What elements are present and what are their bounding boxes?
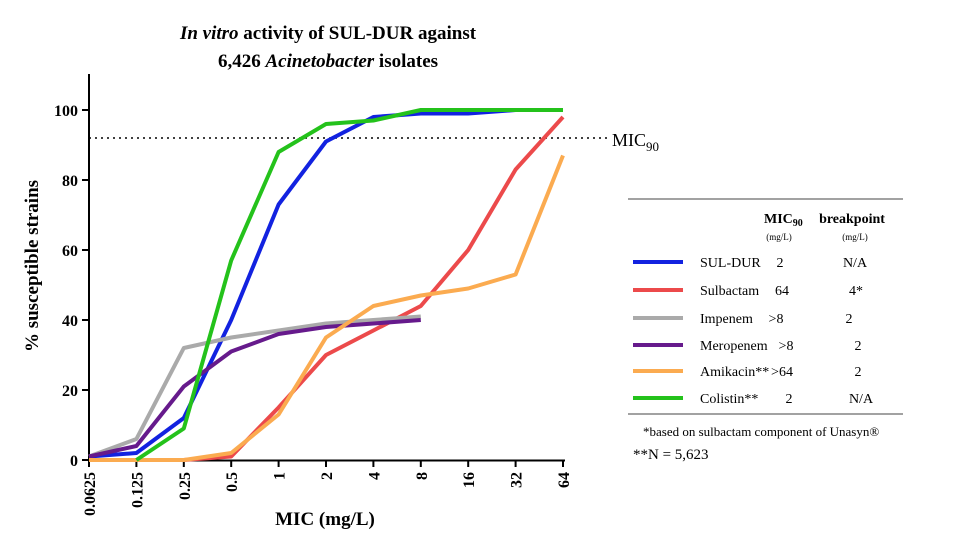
x-tick-label: 0.5: [224, 472, 241, 492]
legend-breakpoint-value: 2: [846, 312, 853, 327]
x-ticks: 0.0625 0.125 0.25 0.5 1 2 4 8 16 32 64: [82, 460, 573, 516]
legend-breakpoint-value: 2: [855, 365, 862, 380]
legend-mic90-value: >8: [779, 339, 794, 354]
y-tick-label: 0: [70, 453, 78, 470]
legend-mic90-value: >8: [769, 312, 784, 327]
footnote-n: **N = 5,623: [633, 447, 709, 463]
series-line-sul-dur: [88, 108, 563, 459]
legend-series-name: Meropenem: [700, 339, 768, 354]
y-axis-title: % susceptible strains: [22, 180, 43, 352]
legend-series-name: Amikacin**: [700, 365, 769, 380]
y-tick-label: 40: [62, 313, 78, 330]
x-tick-label: 16: [461, 472, 478, 488]
x-tick-label: 2: [319, 472, 336, 480]
legend-breakpoint-value: 2: [855, 339, 862, 354]
series-line-colistin: [135, 108, 563, 462]
x-tick-label: 32: [509, 472, 526, 488]
mic90-label: MIC90: [612, 130, 659, 154]
chart-title-line2: 6,426 Acinetobacter isolates: [218, 51, 438, 72]
x-tick-label: 0.25: [177, 472, 194, 500]
legend-mic90-value: 2: [786, 392, 793, 407]
legend-breakpoint-value: N/A: [849, 392, 874, 407]
x-tick-label: 8: [414, 472, 431, 480]
legend-series-name: Impenem: [700, 312, 753, 327]
legend-header-breakpoint: breakpoint: [819, 212, 885, 227]
legend-mic90-value: 64: [775, 284, 789, 299]
x-tick-label: 64: [556, 472, 573, 488]
series-line-sulbactam: [89, 115, 565, 462]
x-tick-label: 4: [366, 472, 383, 480]
legend-mic90-value: 2: [777, 256, 784, 271]
footnote-unasyn: *based on sulbactam component of Unasyn®: [643, 424, 879, 439]
y-ticks: 0 20 40 60 80 100: [54, 103, 89, 470]
series-line-meropenem: [88, 318, 421, 459]
legend-series-name: Sulbactam: [700, 284, 759, 299]
series-lines: [88, 108, 565, 462]
y-tick-label: 20: [62, 383, 78, 400]
y-tick-label: 60: [62, 243, 78, 260]
legend-table: MIC90 breakpoint (mg/L) (mg/L) SUL-DUR 2 N…: [628, 198, 903, 463]
y-tick-label: 80: [62, 173, 78, 190]
legend-header-mic90: MIC90: [764, 212, 803, 229]
legend-breakpoint-value: N/A: [843, 256, 868, 271]
legend-series-name: SUL-DUR: [700, 256, 761, 271]
legend-breakpoint-value: 4*: [849, 284, 863, 299]
legend-mic90-value: >64: [771, 365, 793, 380]
y-tick-label: 100: [54, 103, 78, 120]
x-tick-label: 1: [272, 472, 289, 480]
chart-title-line1: In vitro activity of SUL-DUR against: [179, 23, 477, 44]
series-line-amikacin: [89, 154, 565, 462]
legend-series-name: Colistin**: [700, 392, 758, 407]
x-tick-label: 0.0625: [82, 472, 99, 516]
legend-unit-mic: (mg/L): [766, 232, 792, 242]
legend-rows: SUL-DUR 2 N/A Sulbactam 64 4* Impenem >8 2 Merope…: [633, 256, 874, 407]
series-line-impenem: [88, 314, 421, 459]
x-axis-title: MIC (mg/L): [275, 509, 375, 530]
legend-unit-breakpoint: (mg/L): [842, 232, 868, 242]
x-tick-label: 0.125: [129, 472, 146, 508]
